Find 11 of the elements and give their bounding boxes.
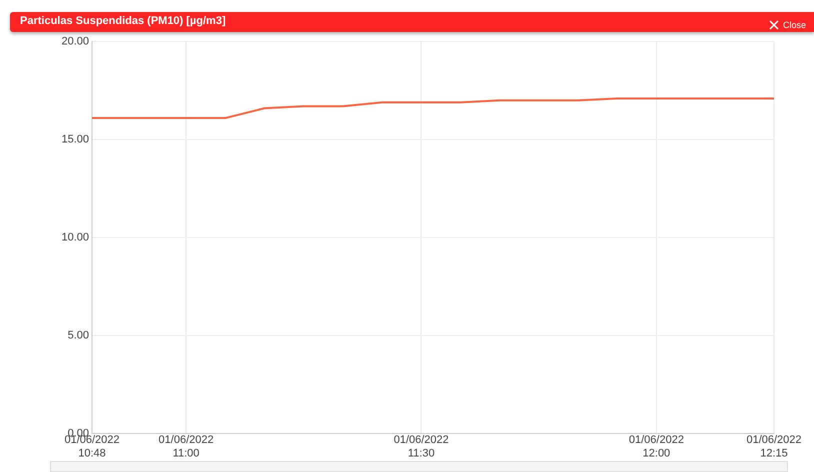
y-tick-label: 5.00 — [68, 330, 89, 342]
y-tick-label: 15.00 — [61, 134, 89, 146]
text: Close — [782, 20, 806, 30]
chart-title: Particulas Suspendidas (PM10) [µg/m3] — [20, 15, 226, 27]
x-tick-label: 01/06/2022 10:48 — [64, 434, 120, 460]
y-tick-label: 10.00 — [61, 232, 89, 244]
x-tick-label: 01/06/2022 11:00 — [158, 434, 214, 460]
x-tick-label: 01/06/2022 12:15 — [746, 434, 802, 460]
x-tick-label: 01/06/2022 12:00 — [628, 434, 684, 460]
x-tick-label: 01/06/2022 11:30 — [394, 434, 449, 460]
y-tick-label: 20.00 — [61, 36, 89, 48]
